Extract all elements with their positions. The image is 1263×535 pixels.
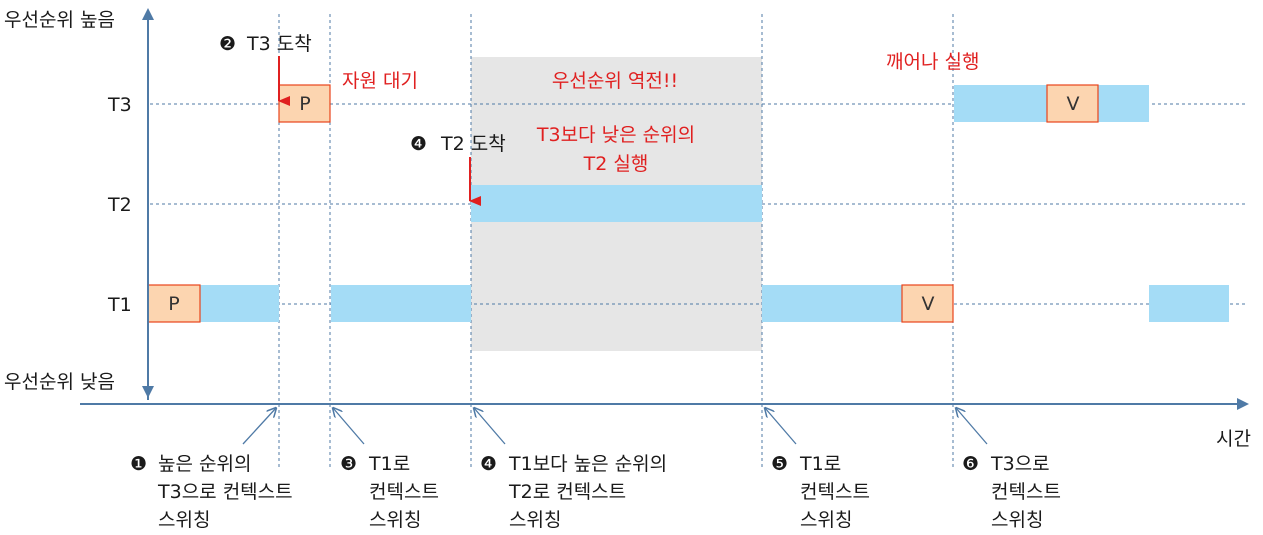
event-4-line1: T1보다 높은 순위의 [508, 453, 667, 475]
event-3-pointer [333, 408, 365, 445]
t3-run-bar-2 [1098, 85, 1149, 122]
x-axis-label: 시간 [1216, 428, 1251, 450]
t1-run-bar-2 [331, 285, 471, 322]
t2-arrive-number: ❹ [410, 133, 427, 155]
event-4-line2: T2로 컨텍스트 [508, 481, 626, 503]
event-5-number: ❺ [771, 453, 788, 475]
t3-wait-label: 자원 대기 [342, 70, 418, 92]
event-1-line2: T3으로 컨텍스트 [157, 481, 293, 503]
event-1-pointer [242, 408, 276, 445]
inversion-title: 우선순위 역전!! [552, 70, 678, 92]
t3-p-label: P [299, 93, 310, 115]
event-3-line1: T1로 [368, 453, 410, 475]
event-1-number: ❶ [130, 453, 147, 475]
t3-v-label: V [1067, 93, 1080, 115]
t3-wake-label: 깨어나 실행 [886, 51, 979, 73]
t1-run-bar-3 [762, 285, 902, 322]
event-1-line3: 스위칭 [158, 509, 210, 531]
t3-p-box [278, 84, 331, 123]
t1-p-label: P [168, 293, 179, 315]
event-6-number: ❻ [962, 453, 979, 475]
row-label-t1: T1 [107, 294, 132, 316]
t3-v-box [1046, 84, 1099, 123]
t2-arrive-text: T2 도착 [440, 133, 506, 155]
row-label-t2: T2 [107, 194, 132, 216]
event-1-line1: 높은 순위의 [158, 453, 251, 475]
t3-run-bar-1 [954, 85, 1047, 122]
y-axis-low-label: 우선순위 낮음 [4, 371, 115, 393]
event-4-line3: 스위칭 [509, 509, 561, 531]
event-5-line1: T1로 [799, 453, 841, 475]
row-label-t3: T3 [107, 94, 132, 116]
event-6-line3: 스위칭 [991, 509, 1043, 531]
inversion-note-line1: T3보다 낮은 순위의 [536, 124, 695, 146]
y-axis-high-label: 우선순위 높음 [4, 9, 115, 31]
t1-run-bar-1 [200, 285, 279, 322]
t1-v-label: V [922, 293, 935, 315]
event-5-pointer [765, 408, 797, 445]
event-3-number: ❸ [340, 453, 357, 475]
inversion-note-line2: T2 실행 [583, 153, 649, 175]
event-6-line1: T3으로 [990, 453, 1050, 475]
t3-arrive-number: ❷ [219, 33, 236, 55]
t2-run-bar [471, 185, 762, 222]
t1-v-box [901, 284, 954, 323]
event-5-line3: 스위칭 [800, 509, 852, 531]
event-3-line2: 컨텍스트 [369, 481, 439, 503]
t3-arrive-text: T3 도착 [246, 33, 312, 55]
event-5-line2: 컨텍스트 [800, 481, 870, 503]
t1-run-bar-4 [1149, 285, 1229, 322]
event-6-pointer [956, 408, 988, 445]
event-4-pointer [474, 408, 506, 445]
event-6-line2: 컨텍스트 [991, 481, 1061, 503]
event-3-line3: 스위칭 [369, 509, 421, 531]
event-4-number: ❹ [480, 453, 497, 475]
